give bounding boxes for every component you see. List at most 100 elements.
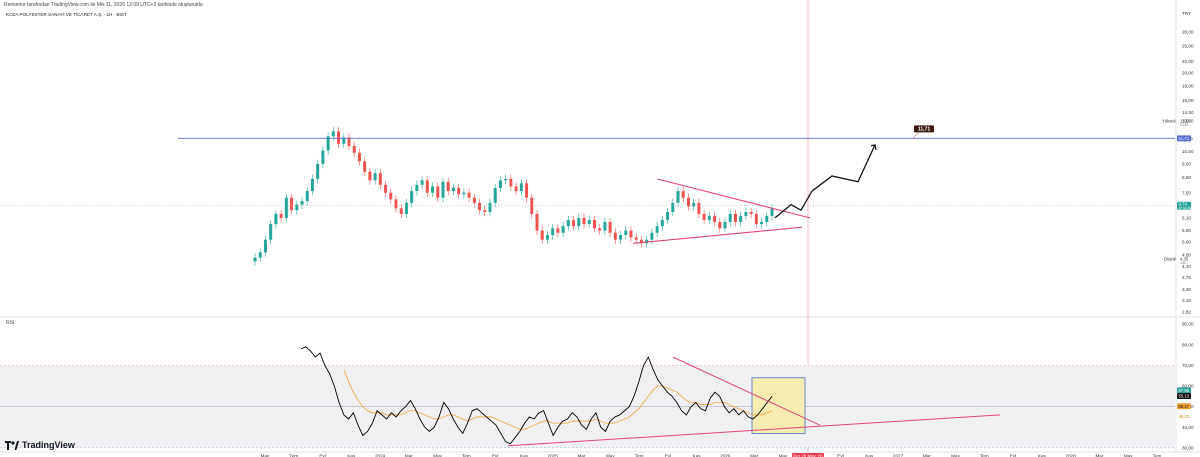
time-tick-label: 2027: [893, 454, 904, 457]
time-tick-label: Mar: [1095, 454, 1103, 457]
candle-body: [634, 237, 638, 240]
currency-label: TRY: [1182, 11, 1192, 16]
candle-body: [728, 213, 732, 222]
candle-body: [384, 184, 388, 193]
candle-body: [284, 197, 288, 218]
price-tick-label: 13,50: [1182, 119, 1194, 124]
candle-body: [535, 213, 539, 231]
rsi-tick-label: 70,00: [1182, 363, 1194, 368]
cursor-time-tag: Per 28 May '26: [793, 454, 823, 457]
rsi-tick-label: 40,00: [1182, 425, 1194, 430]
candle-body: [692, 202, 696, 207]
price-tick-label: 5,00: [1182, 240, 1191, 245]
candle-body: [587, 219, 591, 225]
rsi-value-tag-bg: [1177, 387, 1191, 394]
candle-body: [765, 215, 769, 222]
price-tick-label: 14,50: [1182, 110, 1194, 115]
price-tick-label: 10,50: [1182, 149, 1194, 154]
last-price-countdown: 47:34:48: [1179, 206, 1192, 210]
resistance-price-tag-bg: [1177, 135, 1191, 142]
time-tick-label: May: [261, 454, 270, 457]
candle-body: [404, 202, 408, 214]
time-tick-label: Mar: [750, 454, 758, 457]
rsi-value-tag-bg: [1177, 413, 1191, 420]
triangle-upper-trendline: [656, 178, 811, 219]
rsi-value-tag-bg: [1177, 403, 1191, 410]
candle-body: [519, 183, 523, 192]
candle-body: [258, 252, 262, 258]
time-tick-label: 2028: [1066, 454, 1077, 457]
candle-body: [467, 192, 471, 198]
candle-body: [551, 228, 555, 236]
price-tick-label: 4,10: [1182, 264, 1191, 269]
candle-body: [545, 235, 549, 240]
candle-body: [509, 178, 513, 187]
candle-body: [754, 213, 758, 225]
candle-body: [739, 215, 743, 222]
candle-body: [347, 137, 351, 146]
time-tick-label: Mar: [923, 454, 931, 457]
candle-body: [300, 201, 304, 205]
time-tick-label: May: [1124, 454, 1133, 457]
price-tick-label: 16,00: [1182, 98, 1194, 103]
candle-body: [676, 191, 680, 203]
price-tick-label: 3,10: [1182, 298, 1191, 303]
time-tick-label: Tem: [289, 454, 298, 457]
candle-body: [572, 219, 576, 227]
candle-body: [504, 178, 508, 181]
candle-body: [697, 202, 701, 214]
rsi-value-tag: 50,17: [1179, 404, 1190, 409]
candle-body: [707, 215, 711, 220]
candle-body: [493, 187, 497, 203]
time-tick-label: Mar: [578, 454, 586, 457]
candle-body: [566, 219, 570, 227]
candle-body: [624, 230, 628, 236]
candle-body: [394, 199, 398, 209]
candle-body: [342, 137, 346, 144]
rsi-ma-line: [343, 369, 773, 430]
candle-body: [608, 221, 612, 233]
candle-body: [613, 232, 617, 240]
candle-body: [655, 226, 659, 233]
candle-body: [718, 221, 722, 229]
price-tick-label: 7,50: [1182, 190, 1191, 195]
candle-body: [446, 181, 450, 192]
candle-body: [619, 235, 623, 240]
candle-body: [451, 187, 455, 192]
time-tick-label: Eyl: [319, 454, 325, 457]
candle-body: [540, 230, 544, 240]
last-price-tag: 6,74: [1179, 201, 1188, 206]
time-tick-label: Kas: [347, 454, 356, 457]
price-tick-label: 2,82: [1182, 310, 1191, 315]
candle-body: [592, 219, 596, 229]
candle-body: [305, 191, 309, 202]
candle-body: [399, 208, 403, 214]
price-tick-label: 22,00: [1182, 59, 1194, 64]
last-price-tag-bg: [1177, 201, 1191, 210]
low-label: Düşük: [1164, 257, 1177, 262]
time-tick-label: Eyl: [492, 454, 498, 457]
attribution-text: Rerisenur tarafından TradingView.com ile…: [4, 2, 203, 8]
candle-body: [462, 192, 466, 195]
candle-body: [253, 257, 257, 262]
price-tick-label: 3,40: [1182, 287, 1191, 292]
candle-body: [457, 187, 461, 195]
candle-body: [713, 215, 717, 222]
candle-body: [556, 228, 560, 233]
price-tick-label: 18,00: [1182, 83, 1194, 88]
tradingview-logo[interactable]: TradingView: [5, 440, 75, 450]
time-tick-label: Eyl: [665, 454, 671, 457]
candle-body: [577, 217, 581, 227]
candle-body: [723, 221, 727, 229]
low-value: 4,35: [1180, 257, 1189, 262]
candle-body: [290, 197, 294, 211]
candle-body: [368, 171, 372, 181]
candle-body: [483, 210, 487, 213]
rsi-value-tag: 45,23: [1179, 414, 1190, 419]
time-tick-label: May: [951, 454, 960, 457]
candle-body: [639, 239, 643, 244]
rsi-line: [300, 346, 773, 445]
candle-body: [650, 232, 654, 240]
candle-body: [770, 208, 774, 216]
